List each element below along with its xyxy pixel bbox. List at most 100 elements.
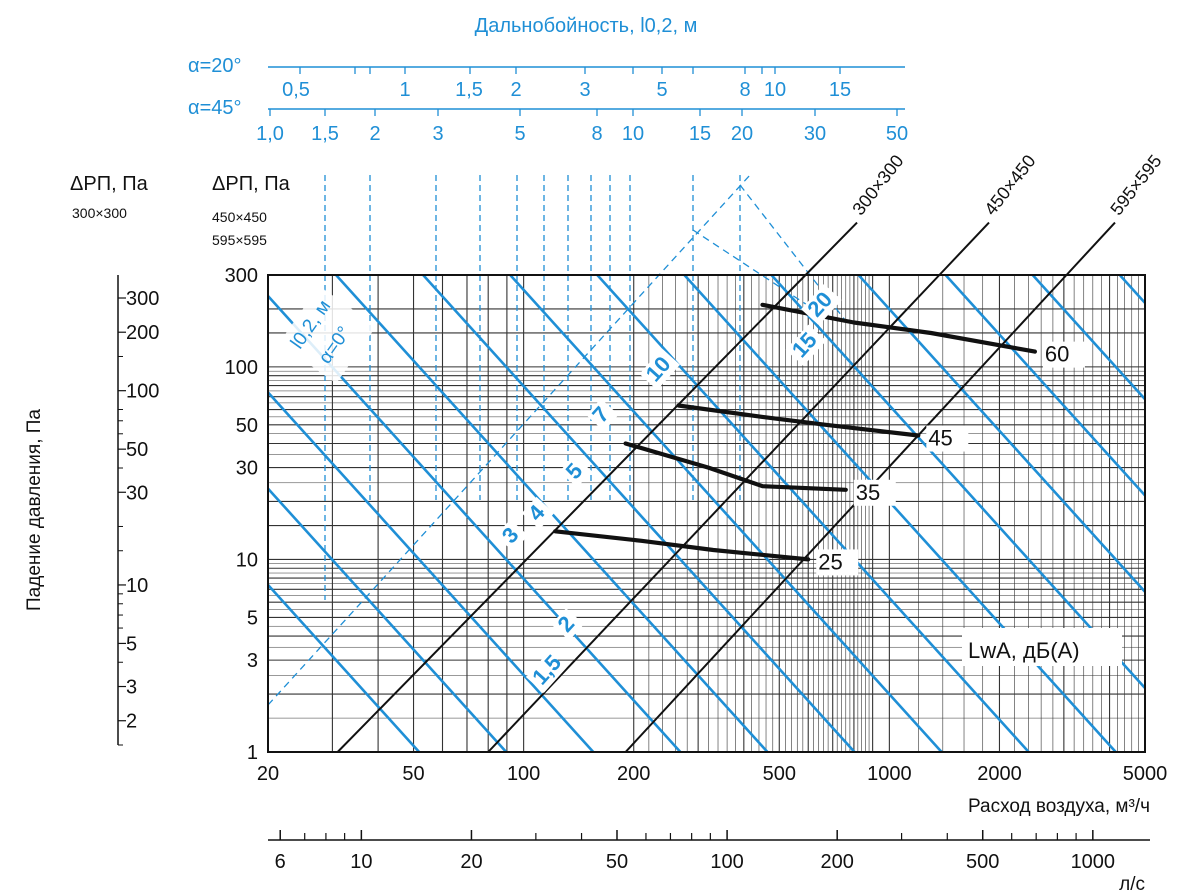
throw-label-bg [639, 348, 681, 390]
dp300-tick-label: 5 [126, 633, 137, 655]
alpha45-tick-label: 15 [689, 123, 711, 145]
alpha20-tick-label: 0,5 [282, 79, 310, 101]
y-tick-label: 100 [225, 357, 258, 379]
alpha45-tick-label: 5 [514, 123, 525, 145]
noise-curve [553, 529, 811, 562]
plot-frame [267, 274, 1146, 753]
throw-line [509, 274, 943, 753]
dashed-diagonal-2 [739, 184, 846, 321]
dp300-tick-label: 200 [126, 322, 159, 344]
labels: 300×300 450×450 595×595253545601,523457101… [70, 15, 1166, 694]
y-tick-label: 3 [247, 650, 258, 672]
throw-line [422, 274, 856, 753]
alpha45-label: α=45° [188, 97, 242, 119]
dp300-tick-label: 50 [126, 439, 148, 461]
alpha45-tick-label: 10 [622, 123, 644, 145]
throw-label-bg [785, 324, 827, 366]
x-tick-label: 100 [507, 763, 540, 785]
noise-curve [623, 441, 848, 492]
throw-label-bg [495, 519, 529, 552]
grid-lines [267, 274, 1146, 753]
noise-curves [553, 302, 1085, 576]
legend-bg [962, 628, 1122, 666]
noise-curve [676, 403, 921, 438]
ls-axis-label: л/с [1119, 874, 1145, 895]
throw-line [1031, 274, 1146, 401]
size-line-label: 300×300 [848, 151, 907, 219]
alpha20-tick-label: 2 [510, 79, 521, 101]
throw-line [596, 274, 1030, 753]
x-tick-label: 200 [617, 763, 650, 785]
dp300-tick-label: 3 [126, 677, 137, 699]
noise-curve-label: 60 [1045, 342, 1069, 367]
dp300-tick-label: 100 [126, 381, 159, 403]
ls-tick-label: 20 [460, 851, 482, 873]
alpha20-tick-label: 1,5 [455, 79, 483, 101]
ls-tick-label: 200 [820, 851, 853, 873]
throw-line [683, 274, 1117, 753]
size-line-label: 450×450 [980, 151, 1039, 219]
dp300-tick-label: 30 [126, 482, 148, 504]
size-line-ext [1065, 221, 1116, 276]
dp300-tick-label: 10 [126, 575, 148, 597]
noise-label-bg [816, 549, 859, 576]
dashed-diagonal [267, 174, 751, 706]
y-tick-label: 10 [236, 549, 258, 571]
throw-label-bg [586, 398, 619, 432]
x-tick-label: 1000 [867, 763, 912, 785]
throw-line [267, 391, 595, 753]
y-tick-label: 1 [247, 742, 258, 764]
alpha45-tick-label: 8 [591, 123, 602, 145]
size-line-ext [938, 221, 990, 276]
size-line [487, 274, 941, 753]
noise-label-bg [853, 479, 896, 506]
size-lines [336, 221, 1116, 753]
x-tick-label: 50 [402, 763, 424, 785]
y-axis-label: Падение давления, Па [24, 409, 45, 611]
noise-curve-label: 35 [856, 480, 880, 505]
ls-tick-label: 10 [350, 851, 372, 873]
ls-tick-label: 1000 [1071, 851, 1116, 873]
alpha45-tick-label: 20 [731, 123, 753, 145]
throw-line [944, 274, 1146, 497]
throw-label-bg [551, 608, 584, 641]
noise-curve-label: 25 [818, 549, 842, 574]
alpha20-tick-label: 8 [739, 79, 750, 101]
size-line [624, 274, 1068, 753]
alpha45-tick-label: 2 [369, 123, 380, 145]
x-axis-label: Расход воздуха, м³/ч [968, 796, 1150, 817]
dp-header-450: ΔPП, Па [212, 173, 291, 195]
alpha20-tick-label: 3 [579, 79, 590, 101]
x-tick-label: 20 [257, 763, 279, 785]
noise-label-bg [926, 425, 969, 452]
size-line [336, 274, 807, 753]
alpha0-bg [278, 285, 377, 384]
throw-line [770, 274, 1146, 689]
alpha20-tick-label: 5 [656, 79, 667, 101]
alpha45-tick-label: 50 [886, 123, 908, 145]
axes: 20 50 100 200 500 1000 2000 5000 Расход воздуха,… [24, 265, 1167, 895]
throw-line [1118, 274, 1146, 304]
throw-lines [267, 274, 1146, 753]
dp-header-300: ΔPП, Па [70, 173, 149, 195]
dp-header-300-sub: 300×300 [72, 205, 127, 221]
alpha20-tick-label: 10 [764, 79, 786, 101]
alpha45-tick-label: 30 [804, 123, 826, 145]
ls-tick-label: 6 [275, 851, 286, 873]
y-tick-label: 50 [236, 415, 258, 437]
x-tick-label: 500 [763, 763, 796, 785]
size-line-label: 595×595 [1106, 151, 1165, 219]
alpha20-tick-label: 1 [399, 79, 410, 101]
y-tick-label: 5 [247, 607, 258, 629]
x-tick-label: 2000 [977, 763, 1022, 785]
ls-tick-label: 100 [710, 851, 743, 873]
alpha20-label: α=20° [188, 55, 242, 77]
dp300-tick-label: 300 [126, 288, 159, 310]
y-tick-label: 30 [236, 458, 258, 480]
x-tick-label: 5000 [1123, 763, 1168, 785]
ls-tick-label: 500 [966, 851, 999, 873]
alpha45-tick-label: 1,5 [311, 123, 339, 145]
ls-tick-label: 50 [606, 851, 628, 873]
y-tick-label: 300 [225, 265, 258, 287]
